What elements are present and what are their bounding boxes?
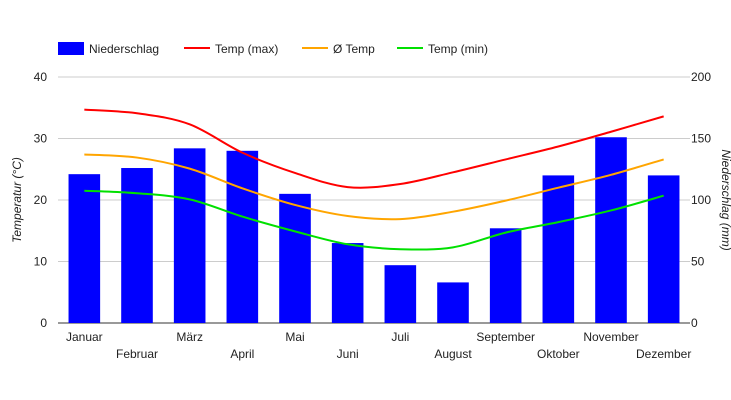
legend-swatch-niederschlag	[58, 42, 84, 55]
bar-März	[173, 148, 206, 323]
legend-label-temp-avg: Ø Temp	[333, 42, 375, 56]
x-tick-label: Februar	[116, 347, 158, 361]
legend-label-temp-min: Temp (min)	[428, 42, 488, 56]
x-tick-label: Oktober	[537, 347, 580, 361]
legend-label-temp-max: Temp (max)	[215, 42, 278, 56]
bar-Dezember	[647, 175, 680, 323]
x-tick-label: September	[476, 330, 535, 344]
line-temp-min	[84, 189, 664, 251]
line-temp-avg	[84, 153, 664, 221]
bar-Juni	[331, 243, 364, 323]
x-tick-label: Januar	[66, 330, 103, 344]
right-axis-title: Niederschlag (mm)	[719, 149, 731, 250]
legend-label-niederschlag: Niederschlag	[89, 42, 159, 56]
x-tick-label: Dezember	[636, 347, 691, 361]
right-tick-label: 0	[691, 316, 698, 330]
right-tick-label: 150	[691, 132, 711, 146]
bar-Juli	[384, 265, 417, 323]
left-tick-label: 40	[34, 70, 48, 84]
gridlines	[58, 76, 690, 324]
left-axis-ticks: 0 10 20 30 40	[34, 70, 48, 330]
right-tick-label: 200	[691, 70, 711, 84]
right-axis-ticks: 0 50 100 150 200	[691, 70, 711, 330]
precipitation-bars	[68, 137, 680, 323]
left-tick-label: 20	[34, 193, 48, 207]
x-tick-label: November	[583, 330, 638, 344]
bar-September	[489, 228, 522, 323]
bar-November	[595, 137, 627, 323]
right-tick-label: 100	[691, 193, 711, 207]
left-tick-label: 30	[34, 132, 48, 146]
bar-August	[437, 282, 469, 323]
left-tick-label: 10	[34, 255, 48, 269]
x-tick-label: Juli	[391, 330, 409, 344]
line-temp-max	[84, 108, 664, 189]
legend: Niederschlag Temp (max) Ø Temp Temp (min…	[58, 42, 488, 56]
right-tick-label: 50	[691, 255, 705, 269]
left-axis-title: Temperatur (°C)	[10, 157, 24, 243]
bar-Februar	[121, 168, 153, 323]
x-tick-label: August	[434, 347, 472, 361]
x-tick-label: April	[230, 347, 254, 361]
x-tick-label: Juni	[337, 347, 359, 361]
bar-Mai	[279, 193, 311, 323]
x-axis-ticks: Januar Februar März April Mai Juni Juli August S…	[66, 330, 691, 361]
bar-Januar	[68, 174, 101, 323]
left-tick-label: 0	[40, 316, 47, 330]
x-tick-label: März	[176, 330, 203, 344]
temperature-lines	[84, 108, 664, 251]
bar-April	[226, 150, 259, 323]
x-tick-label: Mai	[285, 330, 304, 344]
bar-Oktober	[542, 175, 575, 323]
